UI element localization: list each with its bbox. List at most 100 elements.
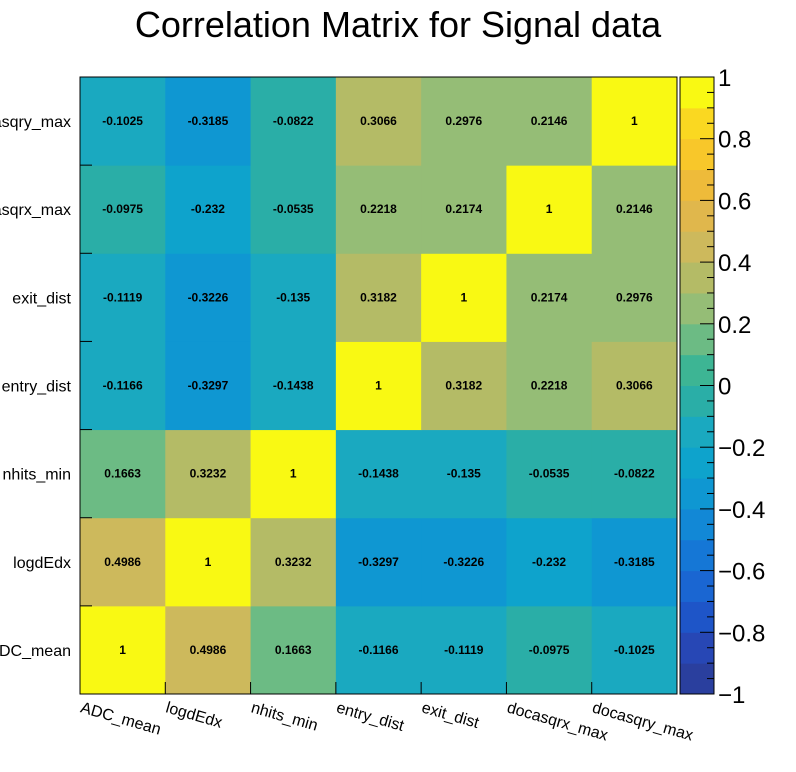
cell-value-label: 0.3182	[445, 379, 482, 393]
heatmap-cell	[506, 165, 593, 254]
x-tick-label: entry_dist	[334, 700, 406, 736]
heatmap-cell	[165, 605, 252, 695]
cell-value-label: 0.2976	[445, 114, 482, 128]
cell-value-label: -0.232	[532, 555, 566, 569]
heatmap-cell	[335, 605, 422, 695]
cell-value-label: 0.4986	[104, 555, 141, 569]
palette-tick-label: 0	[718, 374, 731, 401]
y-tick-label: entry_dist	[2, 379, 72, 396]
cell-value-label: 0.3232	[275, 555, 312, 569]
palette-tick-label: −1	[718, 682, 745, 709]
heatmap-cell	[421, 429, 507, 519]
cell-value-label: 1	[290, 467, 297, 481]
heatmap-cell	[591, 517, 678, 607]
cell-value-label: -0.3185	[188, 114, 229, 128]
heatmap-cell	[591, 605, 678, 695]
heatmap-cell	[80, 517, 166, 607]
cell-value-label: -0.0822	[614, 467, 655, 481]
heatmap-cell	[165, 165, 252, 254]
heatmap-cell	[421, 165, 507, 254]
heatmap-cell	[421, 605, 507, 695]
heatmap-cell	[421, 253, 507, 342]
cell-value-label: -0.1119	[103, 290, 143, 304]
cell-value-label: 0.4986	[190, 643, 227, 657]
cell-value-label: -0.1438	[358, 467, 399, 481]
chart-title: Correlation Matrix for Signal data	[135, 4, 662, 45]
cell-value-label: 1	[119, 643, 126, 657]
cell-value-label: 0.2174	[445, 202, 482, 216]
y-tick-label: exit_dist	[12, 290, 71, 307]
cell-value-label: -0.0535	[273, 202, 314, 216]
cell-value-label: -0.1438	[273, 379, 314, 393]
cell-value-label: 0.2174	[531, 290, 568, 304]
heatmap-cell	[250, 341, 337, 431]
x-tick-label: logdEdx	[164, 700, 224, 732]
cell-value-label: -0.0975	[529, 643, 570, 657]
cell-value-label: -0.3297	[358, 555, 399, 569]
heatmap-cell	[80, 429, 166, 519]
x-tick-label: nhits_min	[249, 700, 320, 735]
cell-value-label: 0.2218	[360, 202, 397, 216]
heatmap-cell	[335, 341, 422, 431]
heatmap-cell	[165, 429, 252, 519]
palette-tick-label: −0.2	[718, 435, 765, 462]
heatmap-cell	[421, 77, 507, 166]
cell-value-label: 0.3066	[616, 379, 653, 393]
y-tick-label: logdEdx	[13, 555, 71, 572]
cell-value-label: -0.135	[447, 467, 481, 481]
heatmap-cell	[80, 77, 166, 166]
cell-value-label: -0.0822	[273, 114, 314, 128]
cell-value-label: -0.1119	[444, 643, 484, 657]
cell-value-label: 1	[205, 555, 212, 569]
cell-value-label: -0.0975	[102, 202, 143, 216]
heatmap-cell	[250, 429, 337, 519]
palette-tick-label: 1	[718, 65, 731, 92]
cell-value-label: 1	[460, 290, 467, 304]
cell-value-label: 0.3066	[360, 114, 397, 128]
heatmap-cell	[250, 77, 337, 166]
x-tick-label: ADC_mean	[79, 700, 163, 739]
heatmap-cell	[250, 605, 337, 695]
heatmap-cell	[80, 605, 166, 695]
heatmap-cell	[421, 341, 507, 431]
cell-value-label: -0.1166	[103, 379, 143, 393]
heatmap-cell	[506, 253, 593, 342]
color-palette: 1 0.8 0.6 0.4 0.2 0 −0.2 −0.4 −0.6 −0.8 −1	[679, 65, 765, 709]
cell-value-label: 0.2976	[616, 290, 653, 304]
cell-value-label: -0.135	[276, 290, 310, 304]
heatmap-cell	[335, 165, 422, 254]
cell-value-label: -0.1025	[102, 114, 143, 128]
heatmap-cell	[421, 517, 507, 607]
heatmap-cell	[165, 253, 252, 342]
cell-value-label: 1	[631, 114, 638, 128]
heatmap-cell	[335, 253, 422, 342]
cell-value-label: 1	[375, 379, 382, 393]
cell-value-label: 0.2146	[616, 202, 653, 216]
heatmap-cell	[506, 605, 593, 695]
heatmap-cell	[165, 77, 252, 166]
heatmap-cell	[80, 165, 166, 254]
cell-value-label: -0.3297	[188, 379, 229, 393]
y-tick-label: nhits_min	[3, 467, 71, 484]
y-tick-label: docasqrx_max	[0, 202, 71, 219]
y-tick-label: docasqry_max	[0, 114, 71, 131]
heatmap-cell	[80, 341, 166, 431]
heatmap-cell	[165, 517, 252, 607]
cell-value-label: 1	[546, 202, 553, 216]
heatmap-cells: 1 0.4986 0.1663 -0.1166 -0.1119 -0.0975 -0.102…	[80, 77, 678, 695]
palette-tick-label: −0.6	[718, 559, 765, 586]
y-tick-label: ADC_mean	[0, 643, 71, 660]
cell-value-label: -0.1025	[614, 643, 655, 657]
heatmap-cell	[591, 77, 678, 166]
heatmap-cell	[80, 253, 166, 342]
cell-value-label: -0.0535	[529, 467, 570, 481]
heatmap-cell	[335, 517, 422, 607]
plot-frame	[79, 76, 678, 695]
palette-tick-label: 0.4	[718, 250, 751, 277]
cell-value-label: 0.1663	[104, 467, 141, 481]
cell-value-label: -0.1166	[358, 643, 398, 657]
heatmap-cell	[250, 165, 337, 254]
cell-value-label: -0.3226	[188, 290, 229, 304]
heatmap-cell	[165, 341, 252, 431]
palette-tick-label: 0.2	[718, 312, 751, 339]
